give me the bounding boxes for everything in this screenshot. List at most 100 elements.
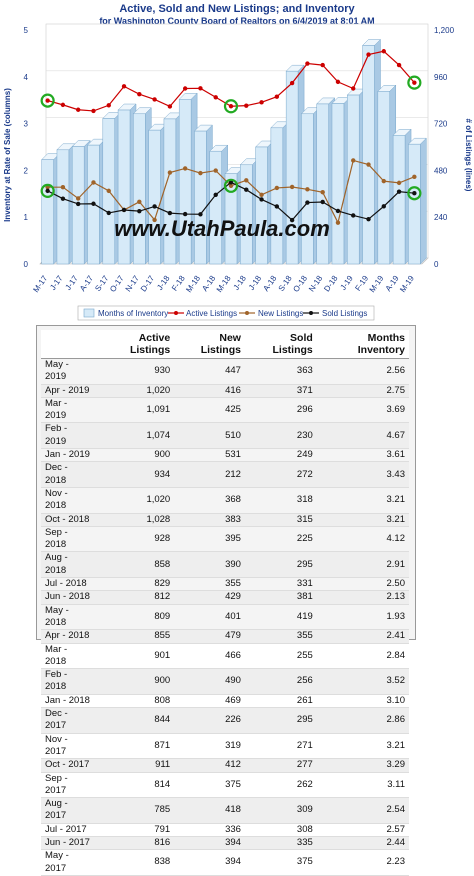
cell-new: 429 <box>174 590 245 605</box>
sold-listings-point <box>106 210 111 216</box>
cell-month: Apr - 2018 <box>41 629 95 644</box>
cell-months-inventory: 4.12 <box>316 526 409 553</box>
sold-listings-point <box>76 201 81 207</box>
cell-month: Aug - 2017 <box>41 797 95 824</box>
new-listings-point <box>320 190 325 195</box>
bar <box>347 94 360 265</box>
cell-month: Mar - 2019 <box>41 397 95 424</box>
cell-new: 368 <box>174 487 245 514</box>
x-tick-label: A-18 <box>261 274 278 293</box>
cell-month: Jul - 2017 <box>41 823 95 837</box>
cell-months-inventory: 3.52 <box>316 668 409 695</box>
x-tick-label: J-18 <box>247 274 264 292</box>
cell-sold: 225 <box>244 526 317 553</box>
table-body: May - 2019 930 447 363 2.56 Apr - 2019 1,020 41… <box>41 358 409 876</box>
table-row: Apr - 2019 1,020 416 371 2.75 <box>41 384 409 398</box>
right-tick-label: 0 <box>434 260 439 269</box>
cell-months-inventory: 1.93 <box>316 604 409 631</box>
table-row: Dec - 2018 934 212 272 3.43 <box>41 461 409 488</box>
cell-active: 1,028 <box>94 513 175 527</box>
cell-active: 900 <box>94 668 175 695</box>
cell-new: 395 <box>174 526 245 553</box>
new-listings-point <box>381 178 386 184</box>
x-tick-label: O-18 <box>291 274 309 294</box>
new-listings-point <box>351 158 356 163</box>
cell-active: 844 <box>94 707 175 734</box>
sold-listings-point <box>198 212 203 217</box>
cell-sold: 256 <box>244 668 317 695</box>
cell-active: 1,091 <box>94 397 175 424</box>
cell-new: 401 <box>174 604 245 631</box>
table-row: Mar - 2019 1,091 425 296 3.69 <box>41 397 409 424</box>
cell-new: 469 <box>174 694 245 709</box>
new-listings-point <box>167 170 173 175</box>
cell-sold: 277 <box>244 758 317 773</box>
table-row: Aug - 2018 858 390 295 2.91 <box>41 551 409 579</box>
active-listings-point <box>121 84 127 89</box>
bar <box>255 146 268 265</box>
cell-active: 1,020 <box>94 384 175 398</box>
cell-active: 809 <box>94 604 175 631</box>
bar <box>316 103 329 265</box>
legend-sold: Sold Listings <box>322 309 367 318</box>
x-tick-label: M-17 <box>31 274 49 295</box>
cell-months-inventory: 2.75 <box>316 384 409 398</box>
sold-listings-point <box>228 180 234 185</box>
cell-month: Apr - 2019 <box>41 384 95 398</box>
cell-months-inventory: 4.67 <box>316 422 409 450</box>
active-listings-point <box>244 103 249 108</box>
bar <box>408 143 421 265</box>
x-tick-label: O-17 <box>108 274 126 294</box>
bar <box>163 118 177 265</box>
active-listings-point <box>213 95 218 100</box>
cell-new: 394 <box>174 836 245 851</box>
new-listings-point <box>137 199 142 204</box>
highlight-ring <box>407 75 422 90</box>
cell-month: Jun - 2018 <box>41 590 95 605</box>
cell-month: Dec - 2018 <box>41 461 95 488</box>
cell-new: 319 <box>174 733 245 760</box>
sold-listings-point <box>167 210 173 216</box>
sold-listings-point <box>289 217 295 223</box>
active-listings-point <box>381 49 386 54</box>
bar <box>56 149 70 265</box>
table-row: Jun - 2018 812 429 381 2.13 <box>41 590 409 605</box>
cell-month: Aug - 2018 <box>41 551 95 579</box>
sold-listings-point <box>152 204 157 209</box>
cell-month: Oct - 2018 <box>41 513 95 527</box>
cell-new: 336 <box>174 823 245 837</box>
cell-months-inventory: 2.41 <box>316 629 409 644</box>
bar <box>392 135 406 265</box>
new-listings-point <box>152 217 157 223</box>
sold-listings-point <box>45 188 50 194</box>
cell-active: 1,020 <box>94 487 175 514</box>
right-tick-label: 960 <box>434 73 448 82</box>
cell-months-inventory: 2.50 <box>316 577 409 592</box>
x-tick-label: A-17 <box>78 274 95 293</box>
cell-month: Dec - 2017 <box>41 707 95 734</box>
new-listings-point <box>213 168 218 173</box>
active-listings-point <box>45 98 50 103</box>
bar <box>285 70 299 265</box>
table-row: Dec - 2017 844 226 295 2.86 <box>41 707 409 734</box>
table-row: Jan - 2019 900 531 249 3.61 <box>41 448 409 463</box>
cell-sold: 262 <box>244 772 317 799</box>
cell-sold: 296 <box>244 397 317 424</box>
highlight-ring <box>40 183 55 198</box>
cell-active: 785 <box>94 797 175 824</box>
sold-listings-point <box>182 211 188 217</box>
cell-new: 394 <box>174 849 245 876</box>
new-listings-point <box>289 184 295 190</box>
cell-active: 858 <box>94 551 175 579</box>
cell-new: 418 <box>174 797 245 824</box>
sold-listings-point <box>351 213 356 218</box>
legend-dot-sold <box>309 311 313 315</box>
new-listings-point <box>335 220 341 225</box>
active-listings-point <box>289 80 295 86</box>
table-row: Jan - 2018 808 469 261 3.10 <box>41 694 409 709</box>
cell-new: 490 <box>174 668 245 695</box>
legend-dot-active <box>174 311 178 315</box>
header-month <box>41 330 95 359</box>
left-axis-label: Inventory at Rate of Sale (columns) <box>3 88 12 222</box>
x-tick-label: S-18 <box>277 274 294 293</box>
